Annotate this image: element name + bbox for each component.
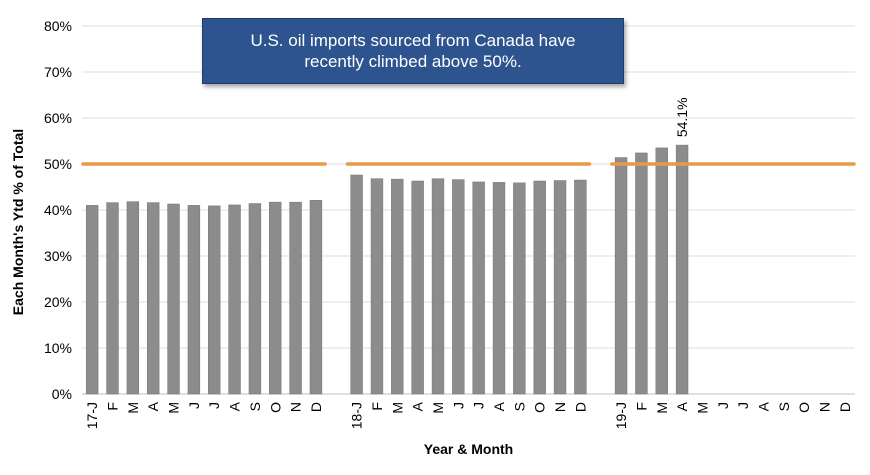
x-tick-label: F <box>369 402 385 411</box>
x-tick-label: F <box>633 402 649 411</box>
data-label: 54.1% <box>674 97 690 137</box>
x-tick-label: S <box>511 402 527 411</box>
x-tick-label: M <box>694 402 710 414</box>
bar <box>208 205 221 395</box>
x-tick-label: N <box>816 402 832 412</box>
bar <box>553 180 567 395</box>
x-tick-label: N <box>288 402 304 412</box>
y-tick-label: 80% <box>44 18 72 34</box>
x-tick-label: M <box>166 402 182 414</box>
x-tick-label: O <box>267 402 283 413</box>
y-tick-label: 10% <box>44 340 72 356</box>
y-tick-label: 50% <box>44 156 72 172</box>
bar <box>635 152 648 395</box>
x-tick-label: A <box>227 401 243 411</box>
x-tick-label: 18-J <box>349 402 365 429</box>
bar <box>675 144 689 395</box>
x-tick-label: D <box>308 402 324 412</box>
x-tick-label: J <box>715 402 731 409</box>
bar <box>228 204 241 395</box>
x-tick-label: A <box>410 401 426 411</box>
x-tick-label: S <box>247 402 263 411</box>
bar <box>309 200 323 395</box>
bar <box>146 202 160 395</box>
x-tick-label: J <box>735 402 751 409</box>
bar <box>187 205 201 395</box>
x-tick-label: 17-J <box>84 402 100 429</box>
bar <box>574 179 587 395</box>
x-tick-label: F <box>105 402 121 411</box>
x-tick-label: M <box>125 402 141 414</box>
bar <box>269 201 282 395</box>
x-tick-label: A <box>674 401 690 411</box>
x-tick-label: N <box>552 402 568 412</box>
x-tick-label: M <box>654 402 670 414</box>
x-tick-label: 19-J <box>613 402 629 429</box>
bar <box>370 178 384 395</box>
annotation-text: U.S. oil imports sourced from Canada hav… <box>250 31 576 71</box>
bar <box>614 157 628 395</box>
bar <box>533 180 546 395</box>
bar <box>167 203 180 395</box>
y-tick-label: 60% <box>44 110 72 126</box>
bar <box>350 174 363 395</box>
y-tick-label: 30% <box>44 248 72 264</box>
x-tick-label: A <box>491 401 507 411</box>
x-tick-label: D <box>572 402 588 412</box>
x-tick-label: S <box>776 402 792 411</box>
x-tick-label: J <box>186 402 202 409</box>
x-tick-label: O <box>796 402 812 413</box>
annotation-callout: U.S. oil imports sourced from Canada hav… <box>202 18 624 84</box>
x-axis-title: Year & Month <box>424 441 513 457</box>
x-tick-label: A <box>755 401 771 411</box>
bar <box>391 178 404 395</box>
y-tick-label: 0% <box>52 386 72 402</box>
y-tick-label: 20% <box>44 294 72 310</box>
bar <box>472 181 485 395</box>
bar <box>106 202 119 395</box>
bar <box>248 203 262 395</box>
x-tick-label: J <box>206 402 222 409</box>
x-tick-label: O <box>532 402 548 413</box>
x-tick-label: D <box>837 402 853 412</box>
bar <box>492 182 506 395</box>
x-tick-label: M <box>389 402 405 414</box>
bar <box>655 147 668 395</box>
y-axis-title: Each Month's Ytd % of Total <box>10 129 26 315</box>
bar <box>289 201 302 395</box>
y-tick-label: 40% <box>44 202 72 218</box>
bar <box>452 179 465 395</box>
bar <box>126 201 140 395</box>
bar <box>431 178 445 395</box>
x-tick-label: A <box>145 401 161 411</box>
x-tick-label: J <box>450 402 466 409</box>
x-tick-label: M <box>430 402 446 414</box>
bar <box>513 182 526 395</box>
bar <box>411 180 424 395</box>
bar <box>85 205 99 395</box>
y-tick-label: 70% <box>44 64 72 80</box>
x-tick-label: J <box>471 402 487 409</box>
